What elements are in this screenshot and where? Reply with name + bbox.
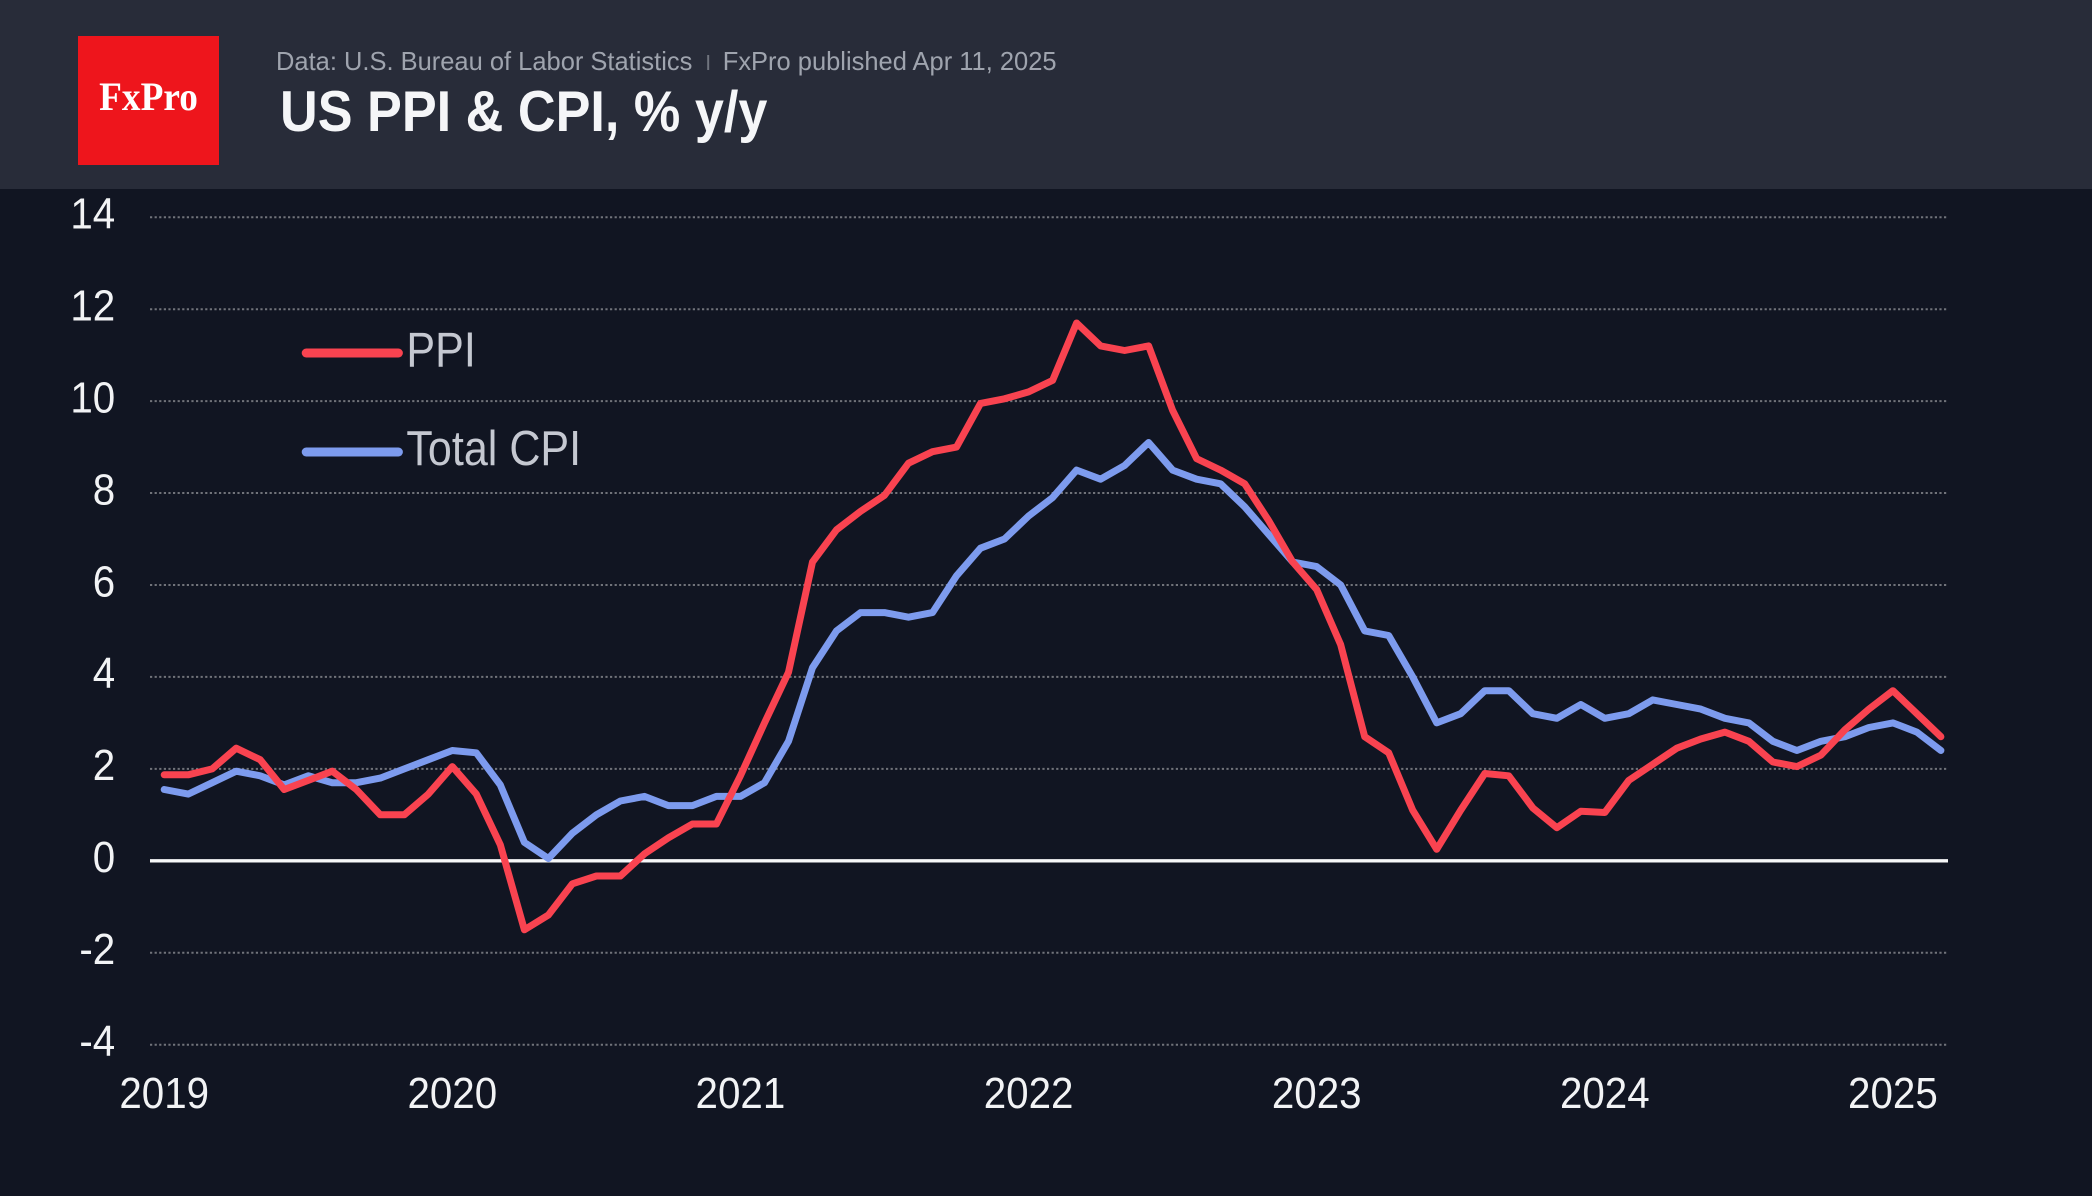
svg-text:2021: 2021 [696, 1068, 786, 1117]
svg-text:PPI: PPI [406, 322, 475, 377]
svg-text:6: 6 [93, 557, 115, 606]
svg-text:8: 8 [93, 465, 115, 514]
svg-text:2019: 2019 [119, 1068, 209, 1117]
svg-text:10: 10 [70, 373, 115, 422]
svg-text:0: 0 [93, 832, 115, 881]
svg-text:2: 2 [93, 741, 115, 790]
svg-text:14: 14 [70, 189, 115, 238]
svg-text:2020: 2020 [407, 1068, 497, 1117]
svg-text:-4: -4 [79, 1016, 115, 1065]
svg-text:2025: 2025 [1848, 1068, 1938, 1117]
svg-text:2022: 2022 [984, 1068, 1074, 1117]
svg-text:2024: 2024 [1560, 1068, 1650, 1117]
svg-text:2023: 2023 [1272, 1068, 1362, 1117]
svg-text:Total CPI: Total CPI [406, 420, 581, 475]
svg-text:12: 12 [70, 281, 115, 330]
svg-text:-2: -2 [79, 924, 115, 973]
svg-text:4: 4 [93, 649, 115, 698]
